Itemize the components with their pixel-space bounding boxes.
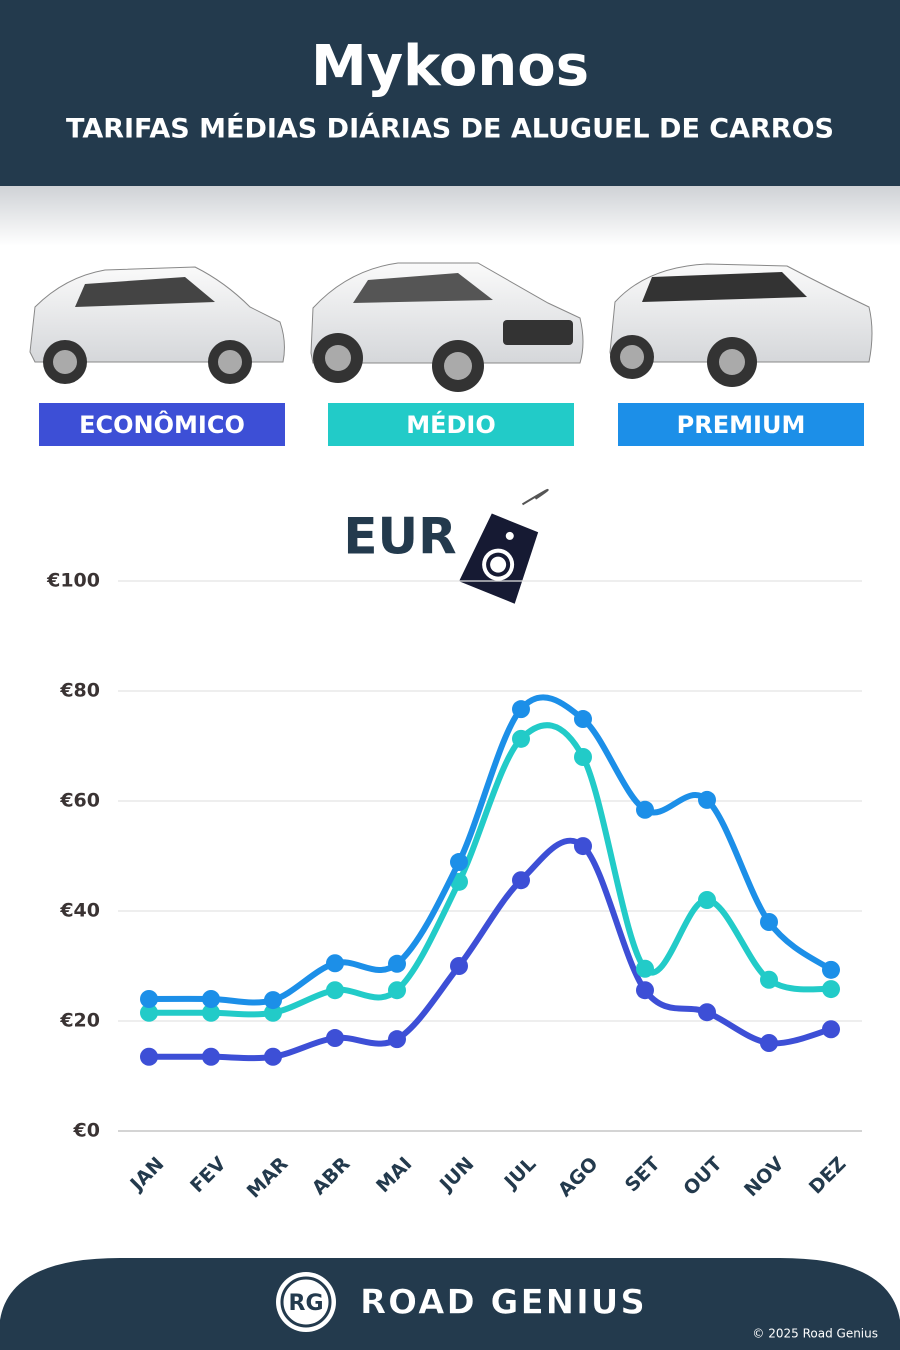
y-tick-label: €0 (73, 1120, 100, 1142)
data-point (326, 981, 344, 1000)
data-point (512, 871, 530, 890)
legend-swatch (39, 403, 285, 446)
header-band (0, 0, 900, 186)
data-point (636, 959, 654, 978)
data-point (574, 710, 592, 729)
y-tick-label: €20 (59, 1010, 100, 1032)
header-shadow (0, 186, 900, 246)
x-tick-label: JAN (125, 1153, 169, 1197)
data-point (450, 957, 468, 975)
data-point (698, 1003, 716, 1022)
data-point (140, 1003, 158, 1022)
x-tick-label: DEZ (805, 1153, 851, 1199)
data-point (760, 970, 778, 989)
x-tick-label: JUN (434, 1153, 478, 1197)
data-point (822, 960, 840, 979)
data-point (264, 1003, 282, 1022)
y-tick-label: €60 (59, 790, 100, 812)
logo-initials: RG (289, 1291, 324, 1316)
data-point (512, 700, 530, 719)
legend-label: MÉDIO (406, 410, 496, 439)
data-point (574, 748, 592, 766)
data-point (450, 853, 468, 872)
data-point (512, 729, 530, 748)
series-line (148, 837, 832, 1062)
data-point (388, 981, 406, 1000)
x-tick-label: SET (621, 1153, 665, 1197)
data-point (388, 1030, 406, 1049)
legend: ECONÔMICO MÉDIO PREMIUM (39, 403, 864, 446)
data-point (326, 1029, 344, 1048)
logo-ring (280, 1276, 332, 1328)
data-point (264, 991, 282, 1010)
data-point (140, 990, 158, 1008)
x-tick-label: OUT (679, 1153, 726, 1200)
data-point (202, 990, 220, 1008)
data-point (264, 1047, 282, 1066)
x-tick-label: MAI (372, 1153, 416, 1197)
brand-name: ROAD GENIUS (360, 1283, 647, 1323)
data-point (822, 1020, 840, 1039)
copyright: © 2025 Road Genius (752, 1327, 878, 1341)
plot-area: €0 €20 €40 €60 €80 €100 JAN FEV MAR ABR MAI JUN JUL A… (46, 570, 862, 1203)
legend-label: ECONÔMICO (79, 409, 245, 439)
legend-swatch (618, 403, 864, 446)
logo-circle (276, 1272, 336, 1332)
data-point (698, 891, 716, 909)
data-point (822, 980, 840, 999)
data-point (326, 954, 344, 973)
x-tick-label: FEV (186, 1153, 231, 1198)
y-tick-label: €80 (59, 680, 100, 702)
data-point (698, 790, 716, 809)
x-tick-label: JUL (499, 1153, 540, 1194)
y-tick-label: €40 (59, 900, 100, 922)
car-illustrations (29, 262, 873, 392)
data-point (140, 1047, 158, 1066)
data-point (202, 1003, 220, 1022)
data-point (636, 981, 654, 1000)
series-line (149, 722, 832, 1018)
footer-band (0, 1258, 900, 1350)
x-tick-label: ABR (308, 1153, 355, 1200)
series-line (148, 694, 833, 1006)
data-point (760, 913, 778, 931)
y-tick-label: €100 (46, 570, 100, 592)
data-point (202, 1047, 220, 1066)
x-tick-label: MAR (243, 1153, 293, 1203)
chart-title: Mykonos (311, 34, 589, 99)
data-point (574, 837, 592, 856)
unit-label: EUR (343, 508, 456, 566)
data-point (636, 800, 654, 819)
data-point (388, 954, 406, 973)
legend-swatch (328, 403, 574, 446)
legend-label: PREMIUM (677, 411, 806, 439)
chart-subtitle: TARIFAS MÉDIAS DIÁRIAS DE ALUGUEL DE CAR… (66, 113, 834, 145)
data-point (760, 1034, 778, 1052)
price-tag-icon (459, 489, 549, 604)
x-tick-label: AGO (554, 1153, 602, 1201)
x-tick-label: NOV (740, 1153, 788, 1201)
